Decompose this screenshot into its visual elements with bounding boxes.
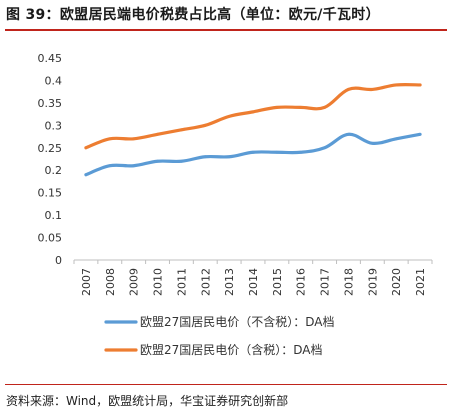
data-point (180, 128, 183, 132)
x-tick-label: 2011 (175, 268, 188, 296)
data-point (227, 155, 231, 159)
line-chart: 00.050.10.150.20.250.30.350.40.45 2007 20… (38, 52, 433, 357)
data-point (299, 105, 303, 109)
data-point (370, 88, 374, 91)
x-tick-label: 2015 (271, 268, 284, 296)
x-tick-label: 2020 (390, 268, 403, 296)
x-tick-label: 2010 (152, 268, 165, 296)
legend-label: 欧盟27国居民电价（不含税）：DA档 (140, 314, 335, 329)
data-point (132, 164, 136, 168)
data-point (394, 83, 398, 87)
data-point (108, 164, 112, 168)
y-tick-label: 0.3 (45, 119, 63, 132)
data-point (180, 159, 183, 163)
data-point (108, 137, 112, 141)
x-tick-label: 2014 (247, 268, 260, 296)
x-tick-label: 2012 (199, 268, 212, 296)
y-axis: 0 0.05 0.1 0.15 0.2 0.25 0.3 0.35 0.4 0.45 (38, 52, 63, 267)
x-tick-label: 2013 (223, 268, 236, 296)
data-point (203, 155, 207, 159)
y-tick-label: 0.35 (38, 97, 63, 110)
x-tick-label: 2016 (295, 268, 308, 296)
data-point (156, 159, 159, 163)
x-tick-label: 2009 (128, 268, 141, 296)
data-point (347, 88, 350, 91)
data-point (275, 105, 279, 109)
data-point (251, 150, 255, 154)
x-tick-label: 2021 (414, 268, 427, 296)
y-tick-label: 0.25 (38, 142, 63, 155)
series-layer (84, 82, 422, 177)
y-tick-label: 0.4 (45, 74, 63, 87)
data-point (299, 150, 303, 154)
data-point (370, 141, 374, 145)
bottom-divider (5, 384, 447, 385)
y-tick-label: 0.15 (38, 187, 63, 200)
y-tick-label: 0.05 (38, 232, 63, 245)
data-point (84, 146, 88, 150)
data-point (347, 132, 350, 136)
data-point (418, 132, 422, 136)
data-point (156, 132, 159, 136)
y-tick-label: 0.2 (45, 164, 63, 177)
data-point (394, 137, 398, 141)
x-axis: 2007 2008 2009 2010 2011 2012 2013 2014 2015 2016… (73, 259, 433, 296)
series-line-0 (84, 132, 422, 177)
x-tick-label: 2019 (366, 268, 379, 296)
y-tick-label: 0 (55, 254, 62, 267)
data-point (323, 146, 326, 150)
legend-label: 欧盟27国居民电价（含税）：DA档 (140, 342, 323, 357)
data-point (251, 110, 255, 114)
chart-title: 图 39：欧盟居民端电价税费占比高（单位：欧元/千瓦时） (6, 7, 380, 23)
data-point (132, 137, 136, 141)
y-tick-label: 0.1 (45, 209, 63, 222)
y-tick-label: 0.45 (38, 52, 63, 65)
data-point (275, 150, 279, 154)
x-tick-label: 2017 (319, 268, 332, 296)
series-line-1 (84, 82, 422, 150)
x-tick-label: 2008 (104, 268, 117, 296)
data-point (227, 114, 231, 118)
data-point (323, 105, 326, 109)
data-point (418, 83, 422, 87)
source-note: 资料来源：Wind，欧盟统计局，华宝证券研究创新部 (6, 394, 289, 408)
data-point (203, 123, 207, 127)
x-tick-label: 2018 (342, 268, 355, 296)
data-point (84, 173, 88, 177)
x-tick-label: 2007 (80, 268, 93, 296)
top-divider (5, 29, 447, 31)
